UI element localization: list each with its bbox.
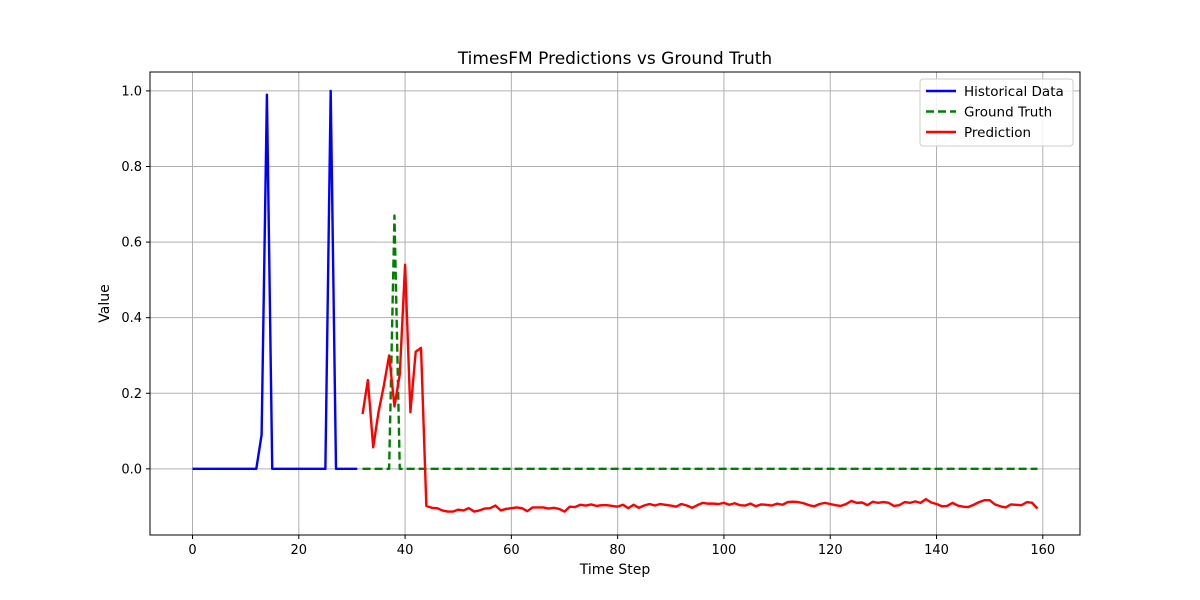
x-tick-label: 140: [924, 543, 949, 558]
series-layer: [192, 89, 1039, 513]
x-tick-label: 80: [609, 543, 626, 558]
series-line-historical-data: [192, 89, 358, 471]
y-axis-label: Value: [97, 284, 113, 322]
x-tick-label: 20: [291, 543, 308, 558]
x-tick-label: 40: [397, 543, 414, 558]
legend-label-ground-truth: Ground Truth: [964, 105, 1052, 121]
plot-frame: [149, 71, 1081, 536]
y-tick-label: 0.4: [121, 311, 142, 326]
legend-label-historical-data: Historical Data: [964, 84, 1064, 100]
chart-title: TimesFM Predictions vs Ground Truth: [457, 49, 772, 69]
legend: Historical Data Ground Truth Prediction: [919, 78, 1074, 147]
series-line-ground-truth: [362, 214, 1038, 471]
x-tick-label: 160: [1030, 543, 1055, 558]
x-axis: 0 20 40 60 80 100 120 140 160: [188, 535, 1055, 558]
x-tick-label: 0: [188, 543, 196, 558]
series-line-prediction: [361, 263, 1039, 513]
x-tick-label: 60: [503, 543, 520, 558]
y-tick-label: 0.0: [121, 462, 142, 477]
y-tick-label: 0.2: [121, 387, 142, 402]
legend-box: [919, 78, 1074, 147]
y-tick-label: 0.6: [121, 236, 142, 251]
x-tick-label: 120: [818, 543, 843, 558]
x-tick-label: 100: [712, 543, 737, 558]
y-tick-label: 0.8: [121, 160, 142, 175]
y-tick-label: 1.0: [121, 84, 142, 99]
legend-label-prediction: Prediction: [964, 125, 1031, 141]
x-axis-label: Time Step: [579, 562, 651, 578]
y-axis: 0.0 0.2 0.4 0.6 0.8 1.0: [121, 84, 150, 477]
